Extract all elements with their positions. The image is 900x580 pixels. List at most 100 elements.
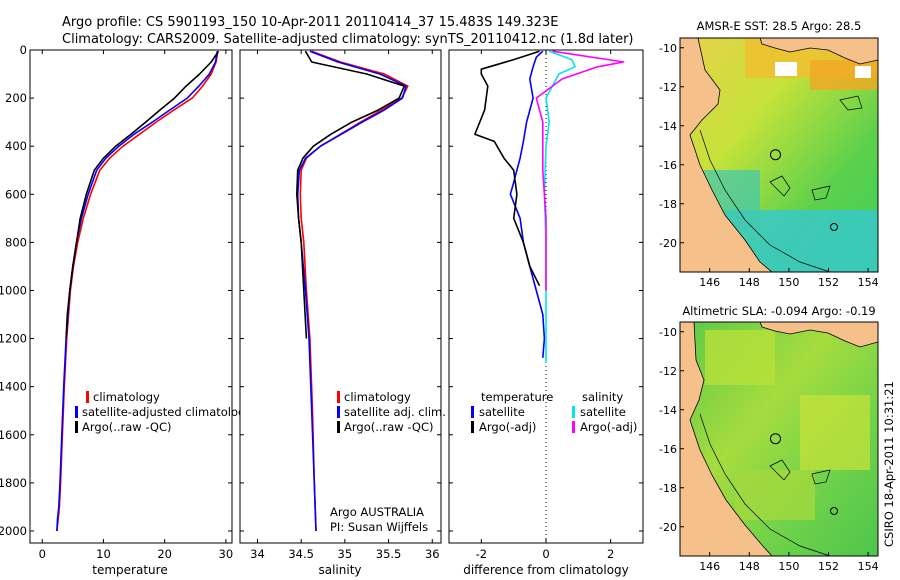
lon-tick-label: 154 [858,560,879,573]
salinity-axes-box [239,49,442,544]
lat-tick-label: -12 [659,81,677,94]
legend-swatch-climatology [337,391,340,403]
temperature-panel: 0 200 400 600 800 1000 1200 1400 1600 1800 2000 0 1… [0,43,252,577]
temperature-axes-box [29,49,233,544]
lon-tick-label: 148 [739,560,760,573]
x-tick-label: 0 [39,547,46,561]
lon-tick-label: 150 [778,276,799,289]
salinity-panel: 34 34.5 35 35.5 36 salinity climatology sate… [239,49,446,577]
lat-tick-label: -16 [659,443,677,456]
series-line-argo-raw-qc [295,50,406,339]
legend-label-climatology: climatology [93,390,160,404]
lat-tick-label: -14 [659,120,677,133]
depth-tick-label: 1400 [0,380,27,394]
temperature-xlabel: temperature [92,563,167,577]
legend-swatch-temperature-satellite [471,406,474,418]
difference-x-ticks: -2 0 2 [476,50,614,561]
header-line-2: Climatology: CARS2009. Satellite-adjuste… [62,32,634,47]
legend-label-salinity-satellite: satellite [580,405,626,419]
coastline-land [680,38,773,272]
lon-tick-label: 152 [818,276,839,289]
legend-label-salinity-argo: Argo(-adj) [580,420,637,434]
sst-secondary-marker [830,223,838,231]
depth-tick-label: 1200 [0,332,27,346]
salinity-legend: climatology satellite adj. clim. Argo(..… [337,390,446,434]
sla-map-title: Altimetric SLA: -0.094 Argo: -0.19 [682,304,875,318]
header-line-1: Argo profile: CS 5901193_150 10-Apr-2011… [62,15,558,30]
lat-tick-label: -16 [659,159,677,172]
salinity-depth-ticks [240,49,441,532]
depth-tick-label: 600 [5,187,27,201]
depth-tick-label: 2000 [0,524,27,538]
depth-tick-label: 1000 [0,283,27,297]
x-tick-label: 34.5 [288,547,314,561]
legend-heading-salinity: salinity [582,390,623,404]
reef-contour [811,185,831,201]
lat-tick-label: -12 [659,365,677,378]
float-pi-annotation: PI: Susan Wijffels [330,520,428,534]
x-tick-label: -2 [476,547,487,561]
sla-positive-patch [735,470,815,520]
salinity-series [295,50,409,532]
sla-secondary-marker [830,507,838,515]
legend-label-temperature-argo: Argo(-adj) [479,420,536,434]
legend-swatch-salinity-argo [572,421,575,433]
series-line-argo-raw-qc [65,50,220,339]
depth-tick-label: 1600 [0,428,27,442]
lat-tick-label: -10 [659,42,677,55]
lat-tick-label: -14 [659,404,677,417]
legend-swatch-argo [337,421,340,433]
depth-tick-label: 400 [5,139,27,153]
legend-swatch-temperature-argo [471,421,474,433]
legend-label-climatology: climatology [344,390,411,404]
bathymetry-contour [699,129,831,272]
series-line-salinity-satellite [543,50,576,363]
legend-swatch-satellite [75,406,78,418]
depth-tick-label: 0 [20,43,27,57]
difference-series [474,50,625,363]
float-owner-annotation: Argo AUSTRALIA [330,505,424,519]
reef-contour [769,175,791,197]
sst-map-panel: AMSR-E SST: 28.5 Argo: 28.5 146 148 150 152… [659,19,879,289]
lat-tick-label: -18 [659,198,677,211]
series-line-temperature-argo-adj [474,50,541,287]
legend-swatch-satellite [337,406,340,418]
sst-profile-marker [770,149,781,161]
x-tick-label: 20 [157,547,172,561]
x-tick-label: 10 [96,547,111,561]
legend-label-temperature-satellite: satellite [479,405,525,419]
legend-label-argo: Argo(..raw -QC) [344,420,434,434]
sla-lon-ticks: 146 148 150 152 154 [699,552,879,573]
difference-xlabel: difference from climatology [463,563,629,577]
difference-legend: temperature satellite Argo(-adj) salinit… [471,390,637,434]
series-line-satellite-adjusted-climatology [56,51,219,532]
temperature-series [56,50,220,532]
legend-label-satellite: satellite adj. clim. [344,405,446,419]
sst-missing-data [855,66,871,78]
sla-map-panel: Altimetric SLA: -0.094 Argo: -0.19 146 14… [659,304,879,573]
temperature-depth-ticks: 0 200 400 600 800 1000 1200 1400 1600 1800 2000 [0,43,232,538]
sla-lat-ticks: -10 -12 -14 -16 -18 -20 [659,326,684,534]
salinity-x-ticks: 34 34.5 35 35.5 36 [250,50,440,561]
coastline-new-guinea [759,322,878,348]
lat-tick-label: -20 [659,521,677,534]
depth-tick-label: 1800 [0,476,27,490]
lon-tick-label: 154 [858,276,879,289]
temperature-x-ticks: 0 10 20 30 [39,50,234,561]
x-tick-label: 36 [425,547,440,561]
lon-tick-label: 152 [818,560,839,573]
coastline-new-guinea [759,38,878,65]
x-tick-label: 35.5 [376,547,402,561]
sla-profile-marker [770,433,781,445]
sla-positive-patch [705,330,775,385]
lon-tick-label: 146 [699,560,720,573]
salinity-xlabel: salinity [318,563,361,577]
sst-lat-ticks: -10 -12 -14 -16 -18 -20 [659,42,684,250]
lon-tick-label: 146 [699,276,720,289]
lat-tick-label: -20 [659,237,677,250]
series-line-satellite-adj-clim [296,50,407,532]
bathymetry-contour [699,413,831,556]
x-tick-label: 30 [219,547,234,561]
series-line-salinity-argo-adj [535,50,625,291]
sst-map-frame [679,37,879,273]
